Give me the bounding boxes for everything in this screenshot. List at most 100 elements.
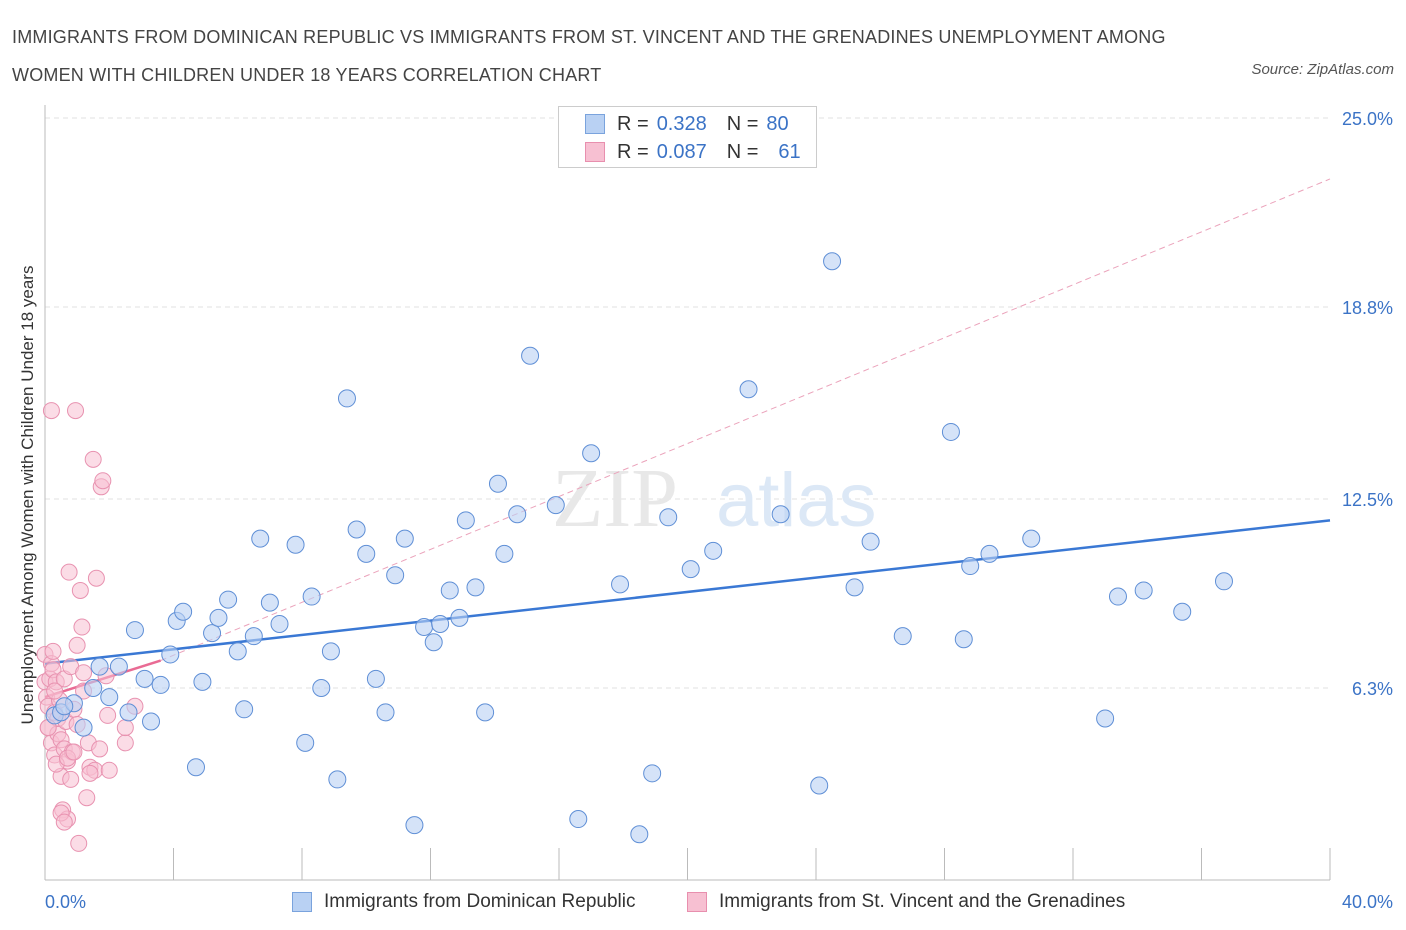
blue-point (681, 560, 700, 579)
y-tick-label: 18.8% (1342, 298, 1393, 318)
pink-point (67, 402, 85, 420)
blue-point (1173, 602, 1192, 621)
blue-point (395, 529, 414, 548)
blue-point (174, 602, 193, 621)
bottom-legend-label-blue: Immigrants from Dominican Republic (324, 891, 636, 912)
source-label: Source: ZipAtlas.com (1251, 61, 1394, 78)
blue-point (193, 672, 212, 691)
blue-point (321, 642, 340, 661)
blue-point (228, 642, 247, 661)
blue-point (488, 474, 507, 493)
trend-lines (44, 178, 1331, 699)
blue-point (1134, 581, 1153, 600)
blue-point (405, 816, 424, 835)
blue-point (466, 578, 485, 597)
chart-title: IMMIGRANTS FROM DOMINICAN REPUBLIC VS IM… (12, 27, 1166, 85)
legend-r-label-pink: R = (617, 140, 649, 163)
blue-point (1214, 572, 1233, 591)
axes (44, 105, 1331, 881)
pink-point (116, 719, 134, 737)
blue-point (771, 505, 790, 524)
correlation-legend: R = 0.328 N = 80 R = 0.087 N = 61 (558, 106, 817, 168)
pink-point (65, 743, 83, 761)
blue-point (219, 590, 238, 609)
blue-point (366, 669, 385, 688)
y-axis-title: Unemployment Among Women with Children U… (18, 265, 37, 725)
blue-point (823, 252, 842, 271)
blue-point (495, 544, 514, 563)
blue-point (135, 669, 154, 688)
blue-point (125, 621, 144, 640)
blue-point (328, 770, 347, 789)
blue-point (659, 508, 678, 527)
blue-point (84, 678, 103, 697)
pink-point (94, 472, 112, 490)
pink-point (81, 764, 99, 782)
x-tick-label-min: 0.0% (45, 892, 86, 912)
blue-point (440, 581, 459, 600)
blue-point (954, 630, 973, 649)
blue-point (186, 758, 205, 777)
blue-point (161, 645, 180, 664)
blue-point (90, 657, 109, 676)
pink-point (44, 642, 62, 660)
blue-point (893, 627, 912, 646)
blue-point (286, 535, 305, 554)
blue-point (347, 520, 366, 539)
blue-point (739, 380, 758, 399)
pink-point (60, 563, 78, 581)
legend-r-value-pink: 0.087 (656, 140, 707, 163)
pink-point (71, 581, 89, 599)
legend-n-value-blue: 80 (766, 112, 789, 135)
pink-point (91, 740, 109, 758)
y-tick-label: 25.0% (1342, 109, 1393, 129)
blue-point (74, 718, 93, 737)
blue-point (386, 566, 405, 585)
blue-point (100, 688, 119, 707)
watermark-zip: ZIP (552, 452, 678, 545)
blue-point (546, 496, 565, 515)
blue-point (611, 575, 630, 594)
watermark: ZIP atlas (552, 452, 877, 545)
blue-point (1022, 529, 1041, 548)
blue-point (810, 776, 829, 795)
x-tick-label-max: 40.0% (1342, 892, 1393, 912)
blue-point (1108, 587, 1127, 606)
blue-point (582, 444, 601, 463)
pink-point (78, 789, 96, 807)
pink-point (84, 450, 102, 468)
grid (45, 117, 1330, 689)
bottom-legend-pink: Immigrants from St. Vincent and the Gren… (687, 888, 1125, 916)
blue-point (941, 422, 960, 441)
blue-point (424, 633, 443, 652)
legend-r-value-blue: 0.328 (656, 112, 707, 135)
legend-row-pink: R = 0.087 N = 61 (585, 139, 801, 165)
pink-point (116, 734, 134, 752)
blue-point (704, 541, 723, 560)
blue-point (260, 593, 279, 612)
blue-point (142, 712, 161, 731)
tick-labels: 6.3% 12.5% 18.8% 25.0% 0.0% 40.0% (45, 109, 1393, 912)
blue-point (209, 608, 228, 627)
blue-point (569, 810, 588, 829)
blue-point (119, 703, 138, 722)
blue-point (244, 627, 263, 646)
bottom-legend-swatch-pink (687, 892, 707, 912)
blue-point (251, 529, 270, 548)
blue-point (270, 614, 289, 633)
blue-point (431, 614, 450, 633)
y-tick-label: 12.5% (1342, 490, 1393, 510)
blue-point (1096, 709, 1115, 728)
pink-point (73, 618, 91, 636)
pink-point (100, 761, 118, 779)
blue-point (415, 618, 434, 637)
blue-point (235, 700, 254, 719)
pink-point (46, 682, 64, 700)
bottom-legend-blue: Immigrants from Dominican Republic (292, 888, 636, 916)
blue-point (302, 587, 321, 606)
blue-point (845, 578, 864, 597)
blue-point (109, 657, 128, 676)
blue-point (337, 389, 356, 408)
y-tick-label: 6.3% (1352, 679, 1393, 699)
